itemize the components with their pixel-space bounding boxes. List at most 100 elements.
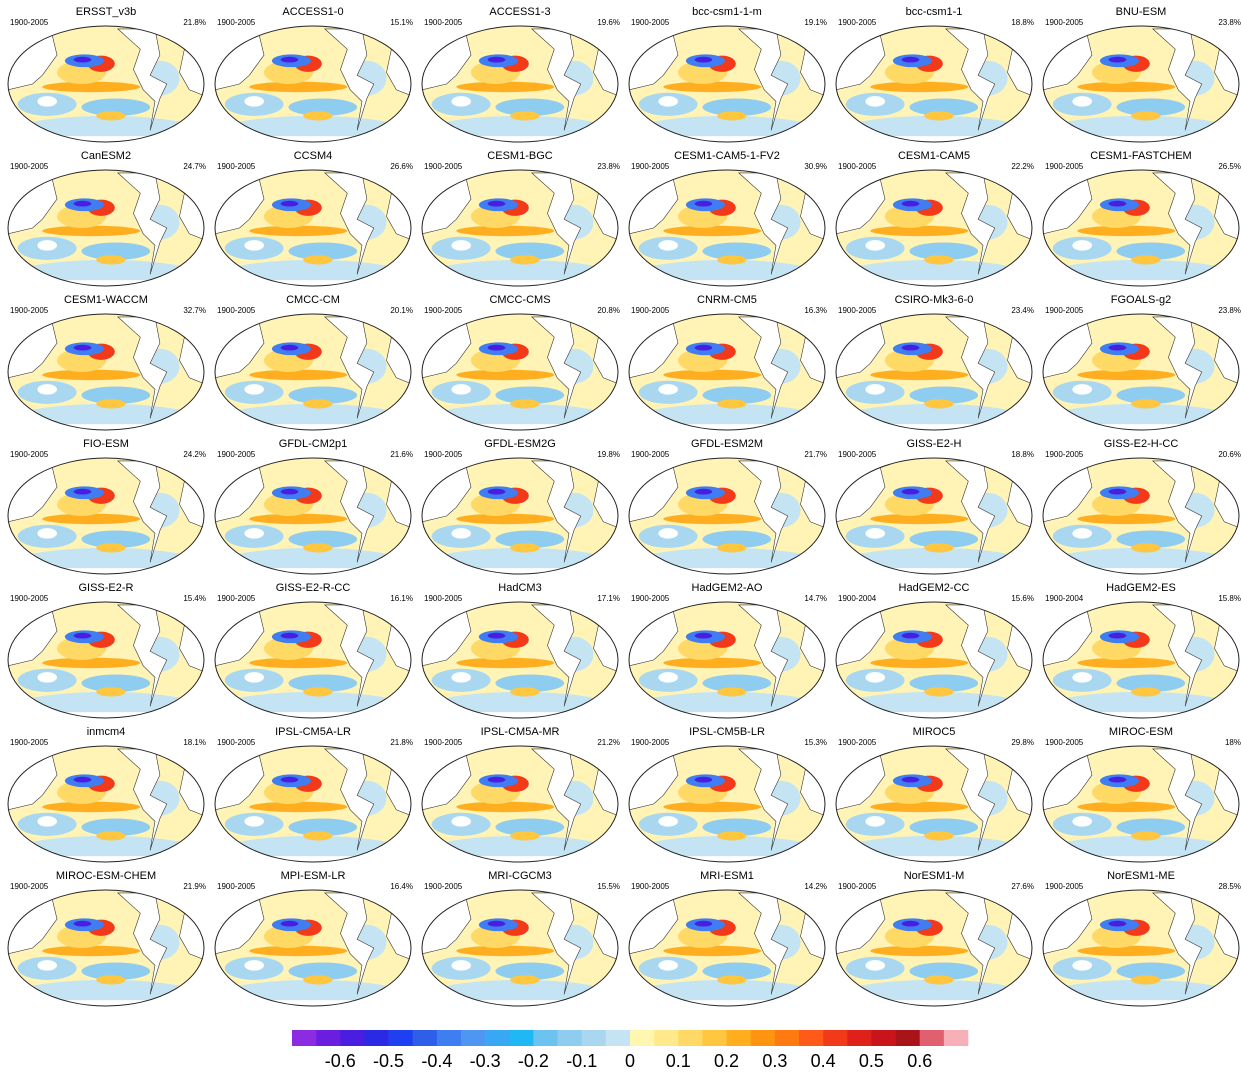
warm-band [249,226,347,236]
map [836,170,1032,295]
cold-core [281,57,299,63]
cold-core [695,777,713,783]
warm-patch [96,687,125,696]
map-panel: HadCM31900-200517.1% [422,582,620,727]
map-panel: ACCESS1-01900-200515.1% [215,6,413,151]
colorbar-box [896,1030,920,1046]
map [422,26,618,151]
panel-percent: 15.8% [1218,594,1241,603]
land [658,240,678,250]
cool-patch [629,404,825,439]
cool-patch [215,692,411,727]
panel-percent: 15.6% [1011,594,1034,603]
warm-patch [1131,975,1160,984]
warm-band [456,946,554,956]
land [1072,96,1092,106]
warm-band [870,82,968,92]
panel-percent: 20.1% [390,306,413,315]
warm-patch [303,399,332,408]
map [422,314,618,439]
map [1043,170,1239,295]
panel-percent: 14.2% [804,882,827,891]
warm-band [870,226,968,236]
colorbar-tick-label: -0.6 [325,1051,356,1071]
map [836,602,1032,727]
cold-core [281,201,299,207]
panel-percent: 21.8% [390,738,413,747]
warm-patch [924,687,953,696]
panel-percent: 15.5% [597,882,620,891]
panel-percent: 16.4% [390,882,413,891]
colorbar-box [775,1030,799,1046]
cool-patch [422,404,618,439]
panel-percent: 26.5% [1218,162,1241,171]
warm-band [663,802,761,812]
panel-percent: 21.6% [390,450,413,459]
map [1043,890,1239,1015]
warm-band [249,370,347,380]
colorbar-tick-label: 0.6 [907,1051,932,1071]
panel-percent: 17.1% [597,594,620,603]
panel-percent: 21.9% [183,882,206,891]
colorbar-box [413,1030,437,1046]
panel-percent: 18.8% [1011,450,1034,459]
colorbar-box [509,1030,533,1046]
warm-band [42,226,140,236]
warm-patch [1131,543,1160,552]
panel-period: 1900-2005 [217,594,256,603]
land [658,960,678,970]
warm-patch [924,831,953,840]
warm-patch [303,687,332,696]
warm-patch [924,255,953,264]
land [1072,528,1092,538]
warm-patch [510,687,539,696]
land [658,672,678,682]
panel-title: CESM1-CAM5-1-FV2 [674,150,780,162]
cold-core [902,777,920,783]
cool-patch [629,260,825,295]
land [865,960,885,970]
warm-band [663,226,761,236]
colorbar-tick-label: 0.3 [762,1051,787,1071]
cold-core [902,489,920,495]
cold-core [695,921,713,927]
warm-band [249,514,347,524]
warm-patch [1131,399,1160,408]
cool-patch [629,692,825,727]
panel-title: CESM1-FASTCHEM [1090,150,1191,162]
colorbar-box [389,1030,413,1046]
map-panel: inmcm41900-200518.1% [8,726,206,871]
warm-band [663,514,761,524]
map [836,458,1032,583]
land [865,816,885,826]
panel-percent: 27.6% [1011,882,1034,891]
warm-band [1077,514,1175,524]
cold-core [695,345,713,351]
warm-band [870,370,968,380]
panel-title: FGOALS-g2 [1111,294,1172,306]
panel-title: HadGEM2-ES [1106,582,1176,594]
panel-period: 1900-2005 [1045,738,1084,747]
warm-patch [303,255,332,264]
warm-band [456,370,554,380]
cold-core [1109,633,1127,639]
colorbar-tick-label: -0.3 [470,1051,501,1071]
panel-title: NorESM1-M [904,870,965,882]
map-panel: CESM1-FASTCHEM1900-200526.5% [1043,150,1241,295]
cool-patch [422,116,618,151]
colorbar-box [340,1030,364,1046]
panel-title: MIROC-ESM [1109,726,1173,738]
map-panel: MPI-ESM-LR1900-200516.4% [215,870,413,1015]
warm-patch [717,687,746,696]
warm-band [249,658,347,668]
panel-period: 1900-2005 [631,162,670,171]
map-panel: bcc-csm1-1-m1900-200519.1% [629,6,827,151]
land [865,528,885,538]
panel-period: 1900-2004 [838,594,877,603]
colorbar-tick-label: -0.4 [421,1051,452,1071]
warm-band [249,946,347,956]
